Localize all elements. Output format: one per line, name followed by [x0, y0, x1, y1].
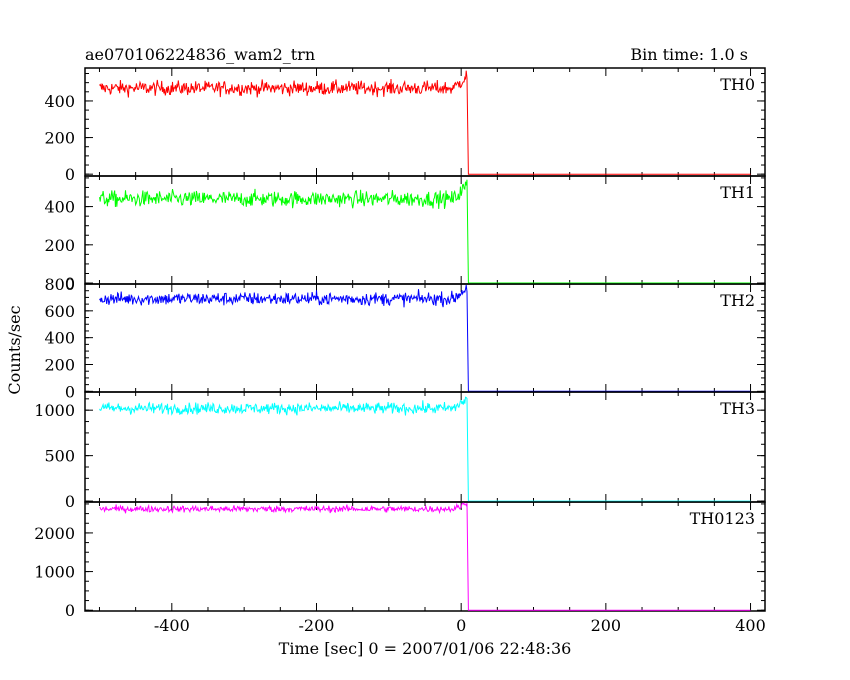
x-axis-label: Time [sec] 0 = 2007/01/06 22:48:36 [279, 639, 572, 658]
panel-frame [84, 501, 766, 612]
y-tick-label: 600 [44, 302, 75, 321]
x-tick-label: 0 [456, 616, 466, 635]
y-tick-label: 1000 [34, 401, 75, 420]
y-tick-label: 400 [44, 92, 75, 111]
panels-group: 0 200 400 TH0 0 200 400 TH1 0 200 400 600 800 TH2 0 500… [34, 67, 766, 635]
panel-th1: 0 200 400 TH1 [44, 175, 766, 293]
x-tick-label: -200 [299, 616, 335, 635]
y-tick-label: 2000 [34, 524, 75, 543]
y-tick-label: 0 [65, 382, 75, 401]
series-line-th3 [99, 396, 751, 502]
y-tick-label: 400 [44, 329, 75, 348]
series-line-th0123 [99, 502, 751, 611]
panel-label: TH1 [720, 183, 755, 202]
y-axis-label: Counts/sec [5, 305, 24, 394]
chart-title: ae070106224836_wam2_trn [85, 45, 315, 64]
panel-label: TH2 [720, 291, 755, 310]
series-line-th1 [99, 179, 751, 284]
y-tick-label: 500 [44, 447, 75, 466]
y-tick-label: 400 [44, 198, 75, 217]
y-tick-label: 200 [44, 236, 75, 255]
y-tick-label: 0 [65, 601, 75, 620]
panel-label: TH0 [720, 75, 755, 94]
panel-th0: 0 200 400 TH0 [44, 67, 766, 184]
panel-th3: 0 500 1000 TH3 [34, 391, 766, 511]
y-tick-label: 200 [44, 129, 75, 148]
y-tick-label: 0 [65, 165, 75, 184]
y-tick-label: 800 [44, 275, 75, 294]
bin-time-label: Bin time: 1.0 s [630, 45, 748, 64]
y-tick-label: 1000 [34, 563, 75, 582]
panel-th2: 0 200 400 600 800 TH2 [44, 275, 766, 401]
y-tick-label: 0 [65, 492, 75, 511]
x-tick-label: 400 [735, 616, 766, 635]
x-tick-label: -400 [154, 616, 190, 635]
y-tick-label: 200 [44, 355, 75, 374]
y-tick-label: 0 [65, 274, 75, 293]
series-line-th0 [99, 70, 751, 175]
panel-label: TH0123 [690, 509, 755, 528]
series-line-th2 [99, 284, 751, 392]
panel-label: TH3 [720, 399, 755, 418]
panel-frame [84, 175, 766, 285]
panel-th0123: 0 1000 2000 TH0123 [34, 501, 766, 620]
x-tick-label: 200 [591, 616, 622, 635]
panel-frame [84, 283, 766, 393]
